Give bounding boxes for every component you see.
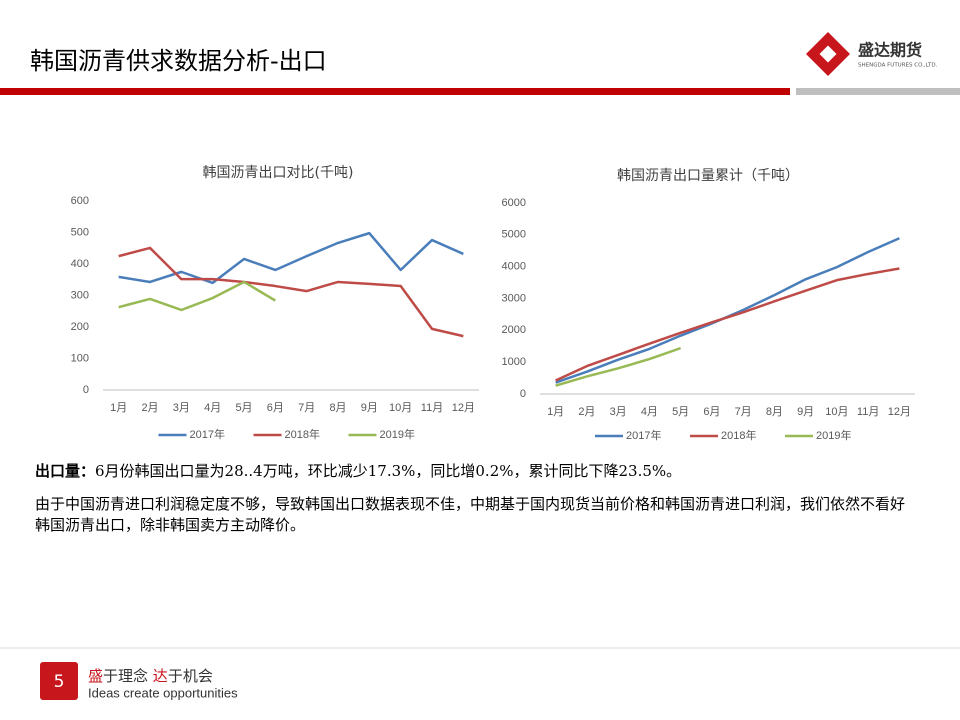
legend-label: 2019年 bbox=[380, 427, 415, 441]
legend-label: 2017年 bbox=[190, 427, 225, 441]
slogan-part: 盛 bbox=[88, 667, 103, 685]
x-tick-label: 10月 bbox=[825, 406, 848, 418]
series-line bbox=[555, 346, 682, 387]
y-tick-label: 500 bbox=[71, 226, 89, 238]
y-tick-label: 6000 bbox=[502, 197, 526, 209]
series-line bbox=[555, 237, 900, 384]
logo-icon-inner bbox=[819, 45, 837, 63]
x-tick-label: 8月 bbox=[329, 402, 346, 414]
y-tick-label: 1000 bbox=[502, 356, 526, 368]
x-tick-label: 1月 bbox=[547, 406, 564, 418]
x-tick-label: 8月 bbox=[766, 406, 783, 418]
y-tick-label: 3000 bbox=[502, 292, 526, 304]
y-tick-label: 0 bbox=[83, 384, 89, 396]
summary-text: 6月份韩国出口量为28..4万吨，环比减少17.3%，同比增0.2%，累计同比下… bbox=[95, 462, 682, 480]
legend-label: 2017年 bbox=[626, 428, 661, 442]
slogan-part: 达 bbox=[153, 667, 168, 685]
legend-label: 2019年 bbox=[816, 428, 851, 442]
series-line bbox=[118, 280, 276, 312]
y-tick-label: 300 bbox=[71, 289, 89, 301]
y-tick-label: 200 bbox=[71, 321, 89, 333]
slogan-part: 于理念 bbox=[103, 667, 153, 685]
x-tick-label: 11月 bbox=[857, 406, 879, 418]
x-tick-label: 1月 bbox=[110, 402, 127, 414]
x-tick-label: 2月 bbox=[141, 402, 158, 414]
y-tick-label: 0 bbox=[520, 388, 526, 400]
header-bar bbox=[0, 88, 790, 95]
slogan: 盛于理念 达于机会 bbox=[88, 667, 213, 685]
legend-label: 2018年 bbox=[285, 427, 320, 441]
page-number: 5 bbox=[54, 672, 65, 692]
x-tick-label: 11月 bbox=[421, 402, 443, 414]
x-tick-label: 7月 bbox=[298, 402, 315, 414]
series-line bbox=[118, 246, 464, 338]
slogan-en: Ideas create opportunities bbox=[88, 685, 238, 700]
header-bar-grey bbox=[796, 88, 960, 95]
x-tick-label: 6月 bbox=[267, 402, 284, 414]
x-tick-label: 12月 bbox=[452, 402, 475, 414]
legend-label: 2018年 bbox=[721, 428, 756, 442]
logo-name: 盛达期货 bbox=[858, 41, 922, 60]
y-tick-label: 600 bbox=[71, 195, 89, 207]
logo-sub: SHENGDA FUTURES CO.,LTD. bbox=[858, 63, 938, 69]
x-tick-label: 4月 bbox=[641, 406, 658, 418]
y-tick-label: 5000 bbox=[502, 229, 526, 241]
summary-label: 出口量： bbox=[35, 462, 96, 480]
x-tick-label: 10月 bbox=[389, 402, 412, 414]
y-tick-label: 100 bbox=[71, 352, 89, 364]
x-tick-label: 3月 bbox=[173, 402, 190, 414]
y-tick-label: 4000 bbox=[502, 261, 526, 273]
x-tick-label: 7月 bbox=[735, 406, 752, 418]
x-tick-label: 2月 bbox=[578, 406, 595, 418]
series-line bbox=[118, 231, 464, 285]
x-tick-label: 6月 bbox=[703, 406, 720, 418]
x-tick-label: 5月 bbox=[672, 406, 689, 418]
x-tick-label: 12月 bbox=[888, 406, 911, 418]
chart-title: 韩国沥青出口对比(千吨) bbox=[203, 165, 354, 181]
page-box bbox=[40, 662, 78, 700]
paragraph: 由于中国沥青进口利润稳定度不够，导致韩国出口数据表现不佳，中期基于国内现货当前价… bbox=[35, 495, 906, 534]
x-tick-label: 9月 bbox=[797, 406, 814, 418]
slide-title: 韩国沥青供求数据分析-出口 bbox=[30, 47, 327, 75]
y-tick-label: 400 bbox=[71, 258, 89, 270]
x-tick-label: 5月 bbox=[235, 402, 252, 414]
series-line bbox=[555, 267, 900, 382]
chart-title: 韩国沥青出口量累计（千吨） bbox=[617, 168, 799, 184]
x-tick-label: 9月 bbox=[361, 402, 378, 414]
slogan-part: 于机会 bbox=[168, 667, 213, 685]
y-tick-label: 2000 bbox=[502, 324, 526, 336]
x-tick-label: 4月 bbox=[204, 402, 221, 414]
x-tick-label: 3月 bbox=[610, 406, 627, 418]
summary: 出口量：6月份韩国出口量为28..4万吨，环比减少17.3%，同比增0.2%，累… bbox=[35, 460, 681, 481]
